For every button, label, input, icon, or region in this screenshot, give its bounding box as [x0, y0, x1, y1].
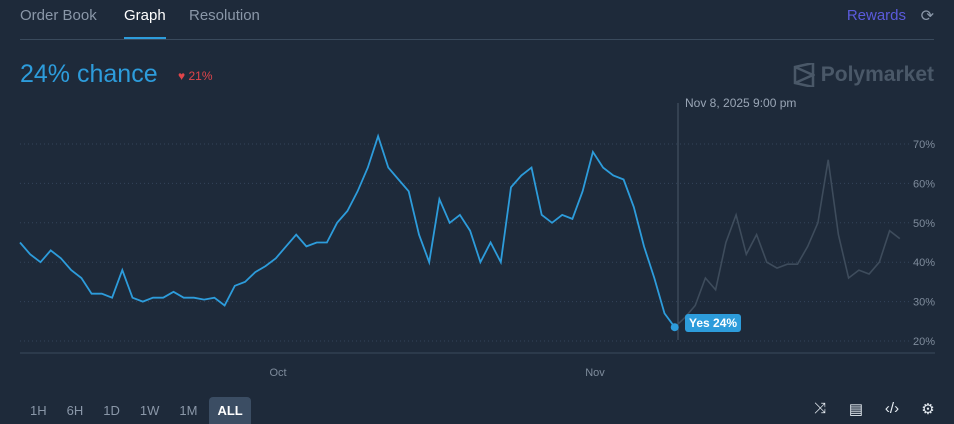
hover-timestamp: Nov 8, 2025 9:00 pm: [685, 96, 797, 110]
hover-point: [670, 323, 679, 332]
change-value: 21%: [188, 69, 213, 83]
x-tick-nov: Nov: [585, 367, 605, 379]
time-range-selector: 1H 6H 1D 1W 1M ALL: [22, 397, 251, 424]
y-tick-label: 60%: [913, 178, 935, 190]
gear-icon[interactable]: ⚙: [921, 401, 935, 418]
document-icon[interactable]: ▤: [848, 401, 864, 418]
tab-order-book[interactable]: Order Book: [20, 7, 97, 24]
range-1h[interactable]: 1H: [30, 403, 47, 418]
range-all[interactable]: ALL: [209, 397, 251, 424]
series-line: [19, 133, 676, 328]
range-1w[interactable]: 1W: [139, 403, 160, 418]
polymarket-logo-icon: [793, 63, 815, 87]
refresh-icon[interactable]: ⟳: [920, 8, 934, 25]
future-series-line: [674, 159, 901, 328]
tab-graph[interactable]: Graph: [124, 7, 166, 39]
x-tick-oct: Oct: [269, 367, 286, 379]
brand-logo: Polymarket: [793, 63, 934, 87]
y-tick-label: 20%: [913, 336, 935, 348]
y-tick-label: 30%: [913, 297, 935, 309]
tab-resolution[interactable]: Resolution: [189, 7, 260, 24]
chance-value: 24% chance: [20, 60, 158, 88]
hover-tooltip: Yes 24%: [685, 314, 742, 332]
range-6h[interactable]: 6H: [66, 403, 84, 418]
change-badge: ♥ 21%: [178, 69, 213, 83]
rewards-link[interactable]: Rewards: [846, 7, 906, 24]
y-tick-label: 40%: [913, 257, 935, 269]
tab-bar: Order Book Graph Resolution Rewards ⟳: [20, 0, 934, 40]
shuffle-icon[interactable]: ⤨: [813, 400, 826, 417]
y-tick-label: 70%: [913, 139, 935, 151]
range-1d[interactable]: 1D: [103, 403, 120, 418]
y-tick-label: 50%: [913, 218, 935, 230]
down-triangle-icon: ♥: [178, 69, 186, 83]
brand-name: Polymarket: [820, 63, 934, 86]
chart-tools: ⤨ ▤ ‹/› ⚙: [812, 400, 936, 418]
range-1m[interactable]: 1M: [179, 403, 198, 418]
code-icon[interactable]: ‹/›: [884, 400, 900, 417]
